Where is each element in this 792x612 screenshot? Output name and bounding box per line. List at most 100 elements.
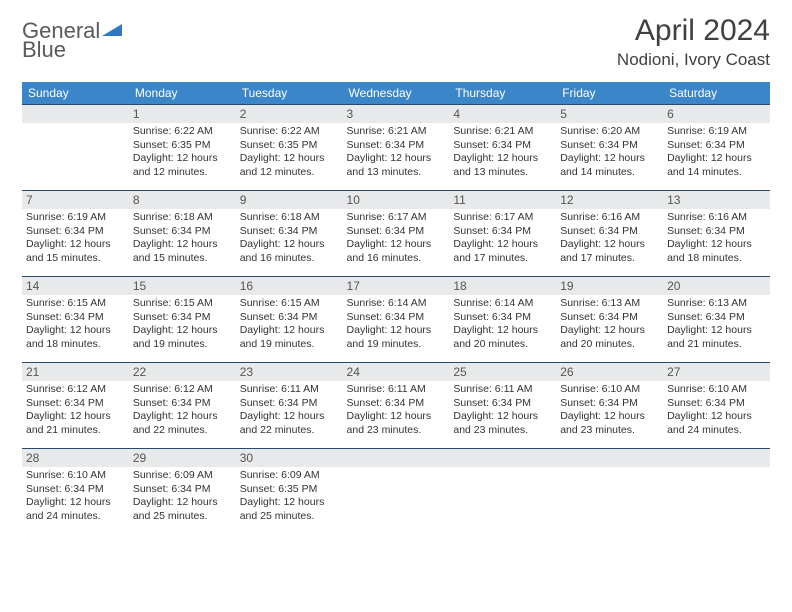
daylight-line: Daylight: 12 hours and 15 minutes. — [26, 238, 125, 265]
daylight-line: Daylight: 12 hours and 20 minutes. — [453, 324, 552, 351]
sunset-line: Sunset: 6:35 PM — [133, 139, 232, 152]
day-details: Sunrise: 6:11 AMSunset: 6:34 PMDaylight:… — [449, 381, 556, 441]
sunrise-line: Sunrise: 6:13 AM — [667, 297, 766, 310]
calendar-cell: 3Sunrise: 6:21 AMSunset: 6:34 PMDaylight… — [343, 105, 450, 191]
calendar-cell: 19Sunrise: 6:13 AMSunset: 6:34 PMDayligh… — [556, 277, 663, 363]
calendar-cell: 2Sunrise: 6:22 AMSunset: 6:35 PMDaylight… — [236, 105, 343, 191]
logo-triangle-icon — [102, 22, 122, 43]
day-header: Tuesday — [236, 82, 343, 105]
sunset-line: Sunset: 6:35 PM — [240, 483, 339, 496]
sunset-line: Sunset: 6:34 PM — [26, 483, 125, 496]
day-header: Monday — [129, 82, 236, 105]
day-header: Saturday — [663, 82, 770, 105]
day-details: Sunrise: 6:20 AMSunset: 6:34 PMDaylight:… — [556, 123, 663, 183]
sunset-line: Sunset: 6:34 PM — [133, 311, 232, 324]
sunset-line: Sunset: 6:34 PM — [347, 397, 446, 410]
calendar-cell: 6Sunrise: 6:19 AMSunset: 6:34 PMDaylight… — [663, 105, 770, 191]
day-details: Sunrise: 6:15 AMSunset: 6:34 PMDaylight:… — [129, 295, 236, 355]
calendar-cell: 10Sunrise: 6:17 AMSunset: 6:34 PMDayligh… — [343, 191, 450, 277]
day-number: 27 — [663, 363, 770, 381]
day-number: 24 — [343, 363, 450, 381]
day-number: 20 — [663, 277, 770, 295]
daylight-line: Daylight: 12 hours and 19 minutes. — [133, 324, 232, 351]
day-number — [556, 449, 663, 467]
day-details: Sunrise: 6:19 AMSunset: 6:34 PMDaylight:… — [22, 209, 129, 269]
sunrise-line: Sunrise: 6:11 AM — [240, 383, 339, 396]
calendar-cell: 15Sunrise: 6:15 AMSunset: 6:34 PMDayligh… — [129, 277, 236, 363]
daylight-line: Daylight: 12 hours and 13 minutes. — [453, 152, 552, 179]
calendar-cell — [663, 449, 770, 535]
sunset-line: Sunset: 6:34 PM — [667, 225, 766, 238]
day-details: Sunrise: 6:22 AMSunset: 6:35 PMDaylight:… — [236, 123, 343, 183]
day-details: Sunrise: 6:10 AMSunset: 6:34 PMDaylight:… — [663, 381, 770, 441]
day-number: 16 — [236, 277, 343, 295]
daylight-line: Daylight: 12 hours and 17 minutes. — [560, 238, 659, 265]
calendar-cell: 25Sunrise: 6:11 AMSunset: 6:34 PMDayligh… — [449, 363, 556, 449]
daylight-line: Daylight: 12 hours and 23 minutes. — [560, 410, 659, 437]
calendar-body: 1Sunrise: 6:22 AMSunset: 6:35 PMDaylight… — [22, 105, 770, 535]
day-number: 28 — [22, 449, 129, 467]
day-number: 23 — [236, 363, 343, 381]
daylight-line: Daylight: 12 hours and 14 minutes. — [560, 152, 659, 179]
sunrise-line: Sunrise: 6:15 AM — [240, 297, 339, 310]
day-details: Sunrise: 6:15 AMSunset: 6:34 PMDaylight:… — [236, 295, 343, 355]
sunrise-line: Sunrise: 6:11 AM — [453, 383, 552, 396]
calendar-cell: 29Sunrise: 6:09 AMSunset: 6:34 PMDayligh… — [129, 449, 236, 535]
day-number: 9 — [236, 191, 343, 209]
sunrise-line: Sunrise: 6:14 AM — [347, 297, 446, 310]
calendar-row: 14Sunrise: 6:15 AMSunset: 6:34 PMDayligh… — [22, 277, 770, 363]
sunrise-line: Sunrise: 6:09 AM — [133, 469, 232, 482]
daylight-line: Daylight: 12 hours and 19 minutes. — [240, 324, 339, 351]
daylight-line: Daylight: 12 hours and 16 minutes. — [240, 238, 339, 265]
daylight-line: Daylight: 12 hours and 15 minutes. — [133, 238, 232, 265]
day-number: 4 — [449, 105, 556, 123]
daylight-line: Daylight: 12 hours and 14 minutes. — [667, 152, 766, 179]
sunset-line: Sunset: 6:34 PM — [667, 139, 766, 152]
sunrise-line: Sunrise: 6:18 AM — [240, 211, 339, 224]
sunset-line: Sunset: 6:34 PM — [453, 139, 552, 152]
calendar-cell: 11Sunrise: 6:17 AMSunset: 6:34 PMDayligh… — [449, 191, 556, 277]
day-details: Sunrise: 6:14 AMSunset: 6:34 PMDaylight:… — [449, 295, 556, 355]
calendar-cell: 16Sunrise: 6:15 AMSunset: 6:34 PMDayligh… — [236, 277, 343, 363]
daylight-line: Daylight: 12 hours and 21 minutes. — [667, 324, 766, 351]
sunrise-line: Sunrise: 6:09 AM — [240, 469, 339, 482]
calendar-cell: 28Sunrise: 6:10 AMSunset: 6:34 PMDayligh… — [22, 449, 129, 535]
sunrise-line: Sunrise: 6:12 AM — [26, 383, 125, 396]
day-number: 22 — [129, 363, 236, 381]
sunrise-line: Sunrise: 6:19 AM — [26, 211, 125, 224]
sunrise-line: Sunrise: 6:21 AM — [347, 125, 446, 138]
calendar-cell: 21Sunrise: 6:12 AMSunset: 6:34 PMDayligh… — [22, 363, 129, 449]
calendar-cell: 24Sunrise: 6:11 AMSunset: 6:34 PMDayligh… — [343, 363, 450, 449]
location: Nodioni, Ivory Coast — [617, 50, 770, 70]
calendar-row: 21Sunrise: 6:12 AMSunset: 6:34 PMDayligh… — [22, 363, 770, 449]
day-details: Sunrise: 6:11 AMSunset: 6:34 PMDaylight:… — [343, 381, 450, 441]
day-number: 26 — [556, 363, 663, 381]
day-number: 21 — [22, 363, 129, 381]
sunset-line: Sunset: 6:34 PM — [133, 397, 232, 410]
day-number — [22, 105, 129, 123]
day-details: Sunrise: 6:21 AMSunset: 6:34 PMDaylight:… — [449, 123, 556, 183]
sunset-line: Sunset: 6:34 PM — [560, 139, 659, 152]
daylight-line: Daylight: 12 hours and 22 minutes. — [240, 410, 339, 437]
sunset-line: Sunset: 6:34 PM — [240, 397, 339, 410]
day-number — [343, 449, 450, 467]
day-details: Sunrise: 6:16 AMSunset: 6:34 PMDaylight:… — [556, 209, 663, 269]
sunset-line: Sunset: 6:34 PM — [347, 311, 446, 324]
sunset-line: Sunset: 6:34 PM — [347, 225, 446, 238]
day-number: 7 — [22, 191, 129, 209]
sunrise-line: Sunrise: 6:16 AM — [667, 211, 766, 224]
day-number: 25 — [449, 363, 556, 381]
day-details: Sunrise: 6:09 AMSunset: 6:34 PMDaylight:… — [129, 467, 236, 527]
day-header: Sunday — [22, 82, 129, 105]
daylight-line: Daylight: 12 hours and 12 minutes. — [240, 152, 339, 179]
day-details: Sunrise: 6:09 AMSunset: 6:35 PMDaylight:… — [236, 467, 343, 527]
title-block: April 2024 Nodioni, Ivory Coast — [617, 14, 770, 70]
calendar-row: 28Sunrise: 6:10 AMSunset: 6:34 PMDayligh… — [22, 449, 770, 535]
day-details: Sunrise: 6:18 AMSunset: 6:34 PMDaylight:… — [129, 209, 236, 269]
daylight-line: Daylight: 12 hours and 18 minutes. — [667, 238, 766, 265]
sunrise-line: Sunrise: 6:21 AM — [453, 125, 552, 138]
day-details: Sunrise: 6:10 AMSunset: 6:34 PMDaylight:… — [556, 381, 663, 441]
sunset-line: Sunset: 6:34 PM — [133, 225, 232, 238]
sunrise-line: Sunrise: 6:16 AM — [560, 211, 659, 224]
sunset-line: Sunset: 6:34 PM — [667, 397, 766, 410]
